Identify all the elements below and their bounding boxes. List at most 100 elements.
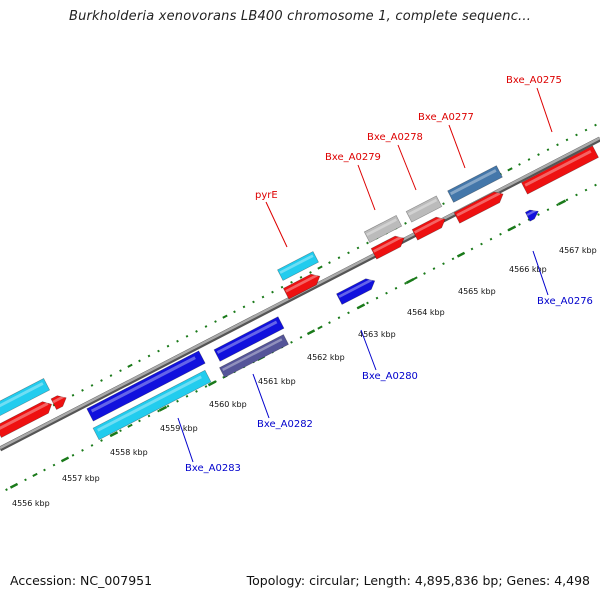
outer-tick [119, 369, 122, 373]
feature-Bxe_A0279-body [363, 214, 403, 244]
outer-tick [280, 285, 284, 289]
inner-tick [166, 404, 170, 408]
major-tick [158, 405, 168, 412]
feature-red-d-body [282, 273, 321, 300]
outer-tick [527, 158, 531, 161]
major-tick [9, 482, 19, 489]
ruler-labels: 4556 kbp 4557 kbp 4558 kbp 4559 kbp 4560 kbp… [12, 246, 597, 508]
outer-tick [214, 320, 217, 323]
outer-tick [575, 133, 578, 137]
outer-tick [584, 128, 588, 132]
feature-red-c [370, 235, 405, 260]
feature-red-left [0, 401, 53, 438]
gene-label-Bxe_A0275: Bxe_A0275 [506, 75, 562, 86]
feature-Bxe_A0277-shine [450, 169, 497, 196]
feature-Bxe_A0282-shine [90, 356, 196, 413]
major-tick [109, 431, 119, 438]
ruler-label: 4557 kbp [62, 474, 100, 483]
ruler-label: 4560 kbp [209, 400, 247, 409]
outer-tick [157, 349, 160, 353]
outer-tick [556, 143, 559, 147]
outer-tick [404, 222, 407, 225]
feature-red-small-shine [52, 394, 66, 404]
inner-tick [176, 399, 179, 403]
feature-cyan-left-shine [0, 382, 44, 408]
major-tick [405, 278, 415, 284]
outer-tick [309, 271, 312, 274]
outer-tick [138, 359, 141, 363]
ruler-label: 4563 kbp [358, 330, 396, 339]
outer-tick [546, 148, 550, 152]
outer-tick [127, 363, 133, 368]
feature-red-d [282, 273, 321, 300]
ruler-label: 4565 kbp [458, 287, 496, 296]
inner-tick [299, 336, 303, 339]
leader-Bxe_A0283 [177, 417, 194, 463]
feature-Bxe_A0280-shine [338, 278, 373, 298]
outer-tick [594, 123, 597, 127]
inner-tick [71, 453, 75, 457]
feature-Bxe_A0283-shine [97, 375, 202, 432]
inner-tick [594, 183, 597, 187]
feature-Bxe_A0276 [524, 208, 539, 222]
feature-Bxe_A0278 [405, 195, 443, 223]
feature-red-a [453, 191, 504, 224]
inner-tick [518, 223, 521, 226]
inner-tick [394, 286, 398, 290]
feature-red-b-shine [414, 216, 444, 234]
outer-tick [347, 251, 350, 255]
inner-tick [195, 390, 198, 393]
accession-text: Accession: NC_007951 [10, 573, 153, 588]
feature-Bxe_A0276-shine [526, 208, 538, 216]
feature-Bxe_A0282-body [86, 350, 206, 422]
outer-tick [176, 339, 179, 343]
gene-label-Bxe_A0276: Bxe_A0276 [537, 296, 593, 307]
feature-red-a-body [453, 191, 504, 224]
inner-tick [147, 414, 151, 418]
ruler-label: 4567 kbp [559, 246, 597, 255]
inner-tick [423, 272, 426, 275]
inner-tick [185, 394, 189, 398]
feature-red-b-body [411, 216, 446, 241]
gene-label-Bxe_A0283: Bxe_A0283 [185, 463, 241, 474]
inner-tick [499, 232, 502, 236]
outer-tick [261, 295, 265, 299]
inner-tick [584, 188, 588, 192]
leader-Bxe_A0279 [357, 164, 376, 211]
outer-tick [565, 138, 569, 142]
outer-tick [252, 300, 255, 304]
inner-tick [138, 419, 141, 423]
feature-Bxe_A0282 [86, 350, 206, 422]
inner-tick [317, 325, 323, 330]
inner-tick [442, 262, 445, 266]
inner-tick [375, 296, 379, 300]
outer-tick [100, 379, 103, 382]
inner-tick [537, 213, 540, 216]
feature-striped [219, 334, 289, 378]
outer-tick [299, 276, 303, 279]
outer-tick [233, 310, 236, 314]
feature-Bxe_A0277-body [447, 165, 503, 203]
gene-label-Bxe_A0278: Bxe_A0278 [367, 132, 423, 143]
feature-Bxe_A0279 [363, 214, 403, 244]
feature-red-left-shine [0, 402, 49, 430]
outer-tick [442, 202, 445, 206]
inner-tick [575, 193, 578, 197]
feature-red-a-shine [456, 192, 501, 217]
outer-tick [185, 334, 189, 338]
inner-tick [347, 311, 350, 315]
feature-red-c-shine [373, 235, 403, 253]
inner-tick [100, 439, 103, 442]
feature-pyrE-body [277, 251, 319, 281]
outer-tick [518, 163, 521, 166]
feature-pyrE-shine [279, 254, 314, 274]
inner-tick [43, 468, 46, 472]
feature-striped-shine [222, 338, 283, 371]
inner-tick [119, 429, 122, 433]
inner-tick [366, 301, 369, 305]
feature-Bxe_A0275-shine [524, 150, 592, 187]
outer-tick [328, 261, 331, 264]
inner-tick [556, 203, 559, 207]
feature-red-small-body [50, 395, 67, 410]
